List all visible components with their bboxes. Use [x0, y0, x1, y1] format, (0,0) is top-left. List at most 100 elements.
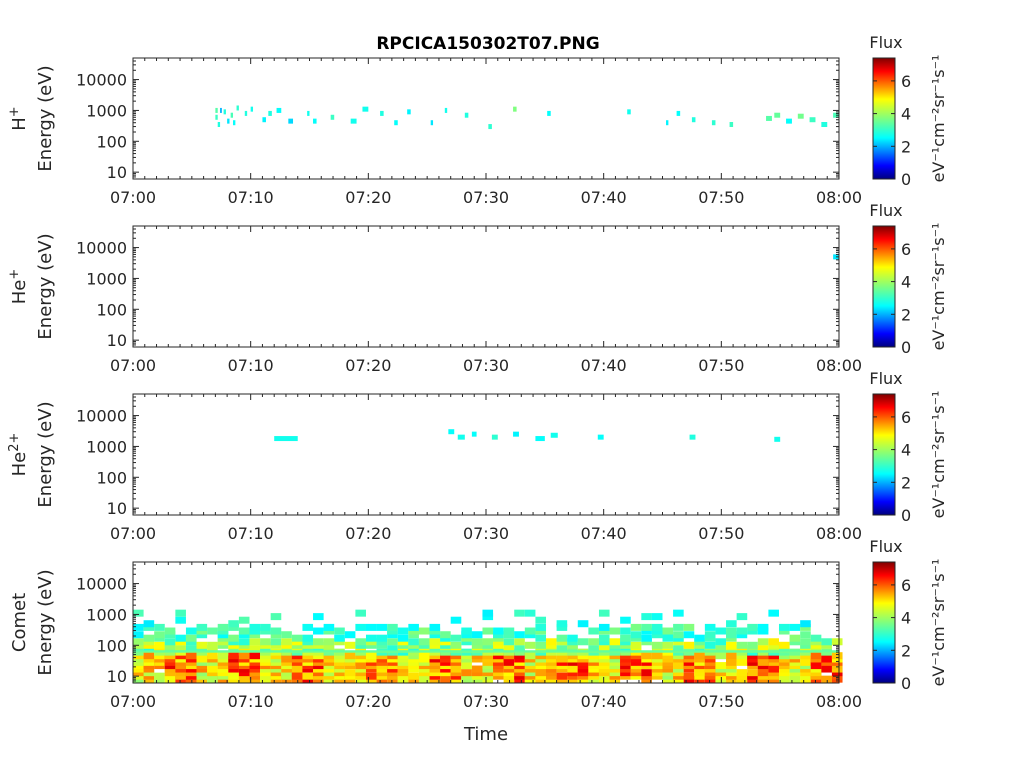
spectrogram-cell: [408, 641, 419, 649]
spectrogram-cell: [547, 110, 551, 116]
spectrogram-cell: [238, 631, 250, 639]
spectrogram-cell: [233, 120, 236, 126]
x-tick-label: 07:10: [228, 524, 274, 543]
spectrogram-cell: [238, 641, 250, 649]
spectrogram-cell: [715, 669, 727, 677]
charge-superscript: 2+: [7, 433, 22, 452]
spectrogram-cell: [620, 652, 631, 660]
spectrogram-cell: [291, 652, 303, 660]
spectrogram-cell: [238, 638, 250, 646]
spectrogram-cell: [250, 106, 254, 112]
panel-heplus: 07:00 07:10 07:20 07:30 07:40 07:50 08:00 10 100…: [7, 201, 949, 375]
spectrogram-cell: [768, 652, 779, 660]
spectrogram-cell: [407, 109, 411, 115]
spectrogram-cell: [397, 638, 409, 646]
spectrogram-cell: [228, 638, 239, 646]
spectrogram-cell: [270, 613, 282, 621]
spectrogram-cell: [694, 634, 705, 642]
spectrogram-cell: [821, 641, 832, 649]
spectrogram-cell: [810, 641, 822, 649]
spectrogram-cell: [313, 672, 324, 680]
spectrogram-cell: [185, 638, 197, 646]
spectrogram-cell: [800, 620, 811, 628]
spectrogram-cell: [215, 114, 218, 120]
spectrogram-cell: [797, 113, 804, 119]
spectrogram-cell: [567, 634, 578, 642]
spectrogram-cell: [429, 669, 441, 677]
spectrogram-cell: [789, 675, 801, 683]
spectrogram-cell: [270, 669, 282, 677]
spectrogram-cell: [524, 652, 536, 660]
colorbar-tick-label: 2: [901, 305, 911, 324]
spectrogram-cell: [651, 627, 663, 635]
spectrogram-cell: [376, 623, 388, 631]
spectrogram-cell: [535, 672, 547, 680]
spectrogram-cell: [620, 627, 631, 635]
spectrogram-cell: [778, 669, 790, 677]
spectrogram-cell: [503, 669, 515, 677]
spectrogram-cell: [281, 631, 292, 639]
spectrogram-cell: [704, 669, 716, 677]
spectrogram-cell: [747, 672, 758, 680]
spectrogram-cell: [598, 645, 610, 653]
spectrogram-cell: [789, 669, 801, 677]
spectrogram-cell: [694, 641, 705, 649]
spectrogram-cell: [175, 634, 186, 642]
spectrogram-cell: [217, 627, 229, 635]
spectrogram-cell: [196, 627, 208, 635]
spectrogram-cell: [429, 641, 441, 649]
x-tick-label: 07:50: [698, 356, 744, 375]
colorbar-frame: [872, 561, 896, 684]
colorbar: 0 2 4 6 Flux eV⁻¹cm⁻²sr⁻¹s⁻¹: [869, 537, 948, 693]
spectrogram-cell: [270, 638, 282, 646]
x-tick-label: 07:10: [228, 356, 274, 375]
spectrogram-cell: [215, 107, 218, 113]
spectrogram-cell: [620, 669, 631, 677]
spectrogram-cell: [154, 623, 165, 631]
spectrogram-cell: [196, 641, 208, 649]
spectrogram-cell: [598, 609, 610, 617]
spectrogram-cell: [334, 627, 345, 635]
spectrogram-cell: [444, 107, 448, 113]
spectrogram-cell: [330, 114, 335, 120]
colorbar-tick-label: 6: [901, 576, 911, 595]
spectrogram-cell: [461, 669, 472, 677]
x-tick-label: 08:00: [816, 356, 862, 375]
spectrogram-cell: [662, 627, 674, 635]
spectrogram-cell: [567, 669, 578, 677]
spectrogram-cell: [154, 652, 165, 660]
spectrogram-cell: [641, 669, 652, 677]
spectrogram-cell: [133, 631, 144, 639]
spectrogram-cell: [810, 672, 822, 680]
spectrogram-cell: [344, 631, 356, 639]
spectrogram-cell: [726, 652, 737, 660]
spectrogram-cell: [196, 672, 208, 680]
spectrogram-cell: [715, 638, 727, 646]
spectrogram-cell: [429, 627, 441, 635]
spectrogram-cell: [408, 623, 419, 631]
spectrogram-cell: [281, 669, 292, 677]
spectrogram-cell: [249, 652, 261, 660]
spectrogram-cell: [450, 634, 462, 642]
x-tick-label: 07:20: [345, 356, 391, 375]
spectrogram-cell: [397, 669, 409, 677]
spectrogram-cell: [313, 669, 324, 677]
spectrogram-cell: [461, 662, 472, 670]
spectrogram-cell: [164, 652, 176, 660]
spectrogram-cell: [387, 623, 398, 631]
spectrogram-cell: [323, 638, 335, 646]
spectrogram-cell: [365, 652, 377, 660]
x-tick-label: 07:30: [463, 356, 509, 375]
y-axis-species: H+: [7, 106, 31, 130]
spectrogram-cell: [757, 652, 769, 660]
x-tick-label: 07:50: [698, 524, 744, 543]
spectrogram-cell: [397, 652, 409, 660]
colorbar: 0 2 4 6 Flux eV⁻¹cm⁻²sr⁻¹s⁻¹: [869, 369, 948, 525]
spectrogram-cell: [355, 638, 366, 646]
colorbar-gradient: [873, 562, 895, 683]
spectrogram-cell: [556, 623, 568, 631]
spectrogram-cell: [482, 672, 494, 680]
spectrogram-cell: [461, 672, 472, 680]
x-tick-label: 07:10: [228, 692, 274, 711]
spectrogram-cell: [588, 645, 599, 653]
